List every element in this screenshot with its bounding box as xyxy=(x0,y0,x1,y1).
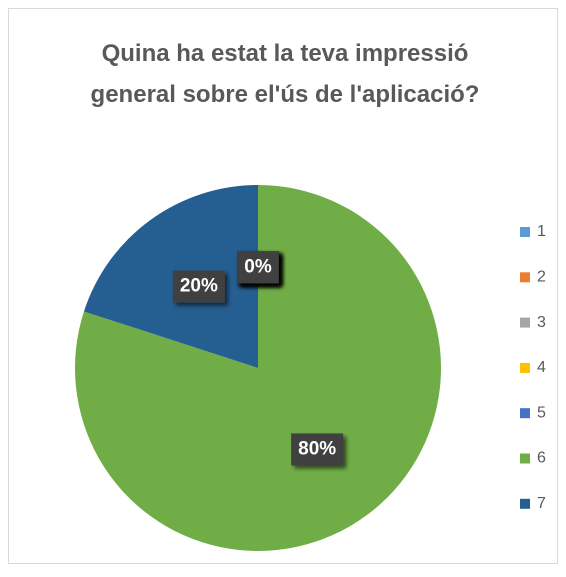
legend-label: 4 xyxy=(537,359,546,376)
data-label-text: 0% xyxy=(244,256,272,277)
chart-title: Quina ha estat la teva impressió general … xyxy=(91,40,480,108)
legend-swatch xyxy=(520,227,530,237)
legend-swatch xyxy=(520,362,530,373)
legend-swatch xyxy=(520,498,530,509)
legend-swatch xyxy=(520,408,530,419)
pie-slice xyxy=(83,185,258,368)
data-label-bg xyxy=(291,433,344,466)
legend-swatch xyxy=(520,453,530,464)
legend-label: 1 xyxy=(537,223,546,240)
legend-label: 3 xyxy=(537,314,546,331)
data-label: 80% xyxy=(291,433,344,466)
legend-swatch xyxy=(520,317,530,328)
legend-label: 6 xyxy=(537,450,546,467)
legend-label: 7 xyxy=(537,495,546,512)
data-label-text: 20% xyxy=(180,276,218,297)
data-label: 0% xyxy=(237,251,279,284)
legend-swatch xyxy=(520,272,530,283)
data-label-text: 80% xyxy=(298,438,336,459)
data-label-bg xyxy=(237,251,279,284)
legend-label: 5 xyxy=(537,404,546,421)
legend-label: 2 xyxy=(537,269,546,286)
data-label: 20% xyxy=(172,270,225,303)
data-label-bg xyxy=(172,270,225,303)
